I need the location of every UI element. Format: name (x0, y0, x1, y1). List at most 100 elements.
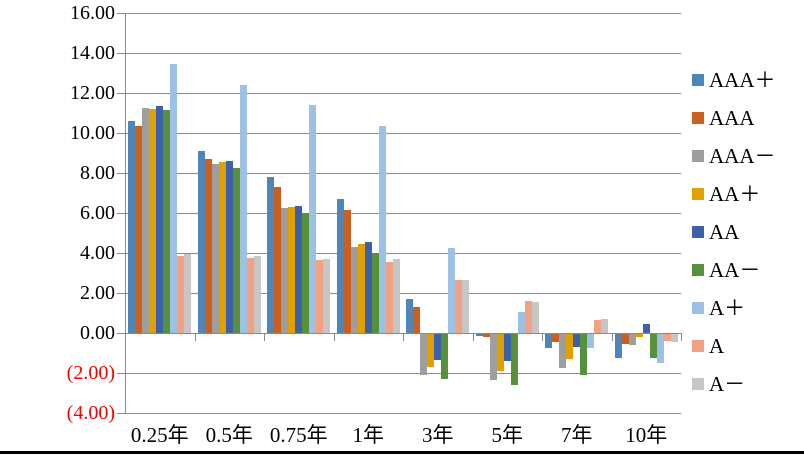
legend-swatch (692, 112, 704, 124)
category-tick (403, 333, 404, 341)
bar (649, 334, 657, 358)
bar (628, 334, 636, 345)
bar (149, 109, 157, 333)
gridline (125, 413, 681, 414)
gridline (125, 293, 681, 294)
bar (580, 334, 588, 375)
bar (218, 162, 226, 333)
category-tick (194, 333, 196, 341)
y-axis-label: 10.00 (70, 122, 115, 144)
bar (462, 280, 470, 333)
y-axis-tick (117, 293, 125, 294)
bar (197, 151, 205, 333)
y-axis-tick (117, 53, 125, 54)
x-axis-label: 7年 (561, 423, 593, 447)
bar (385, 262, 393, 333)
bar (663, 334, 671, 341)
legend-label: AA (709, 220, 740, 244)
y-axis-tick (117, 13, 125, 14)
legend-swatch (692, 340, 704, 352)
bar (475, 334, 483, 336)
legend-label: AAA (709, 106, 755, 130)
bar (482, 334, 490, 337)
bar (448, 248, 456, 333)
bar (601, 319, 609, 333)
bar (635, 334, 643, 337)
bar (253, 256, 261, 333)
bar (621, 334, 629, 344)
bar (614, 334, 622, 358)
bar (204, 159, 212, 333)
bar (239, 85, 247, 333)
x-axis-label: 3年 (422, 423, 454, 447)
bar (274, 187, 282, 333)
legend-label: A (709, 334, 725, 358)
bar (656, 334, 664, 363)
x-axis-label: 0.75年 (269, 423, 328, 447)
legend-swatch (692, 74, 704, 86)
bar (184, 254, 192, 333)
bar (524, 301, 532, 333)
category-tick (542, 333, 543, 341)
category-tick (611, 333, 613, 341)
bar (427, 334, 435, 367)
y-axis-tick (117, 373, 125, 374)
y-axis-label: (2.00) (66, 362, 115, 384)
bar (455, 280, 463, 333)
bar (559, 334, 567, 368)
bar (323, 259, 331, 333)
bar (246, 258, 254, 333)
legend-swatch (692, 302, 704, 314)
legend-item: AAA (692, 106, 755, 130)
bar (128, 121, 136, 333)
category-tick (333, 333, 335, 341)
legend-item: A＋ (692, 296, 745, 320)
y-axis-label: 8.00 (80, 162, 115, 184)
bar (392, 259, 400, 333)
legend-label: AAA＋ (709, 68, 776, 92)
y-axis-tick (117, 253, 125, 254)
bar (420, 334, 428, 375)
legend-label: AA－ (709, 258, 761, 282)
bar (642, 324, 650, 333)
bar (135, 126, 143, 333)
bar (531, 302, 539, 333)
bar (594, 320, 602, 333)
bar (364, 242, 372, 333)
bar (225, 161, 233, 333)
legend-label: AAA－ (709, 144, 776, 168)
bar (357, 244, 365, 333)
gridline (125, 133, 681, 134)
gridline (125, 53, 681, 54)
legend-item: A－ (692, 372, 745, 396)
y-axis-label: 4.00 (80, 242, 115, 264)
bar (211, 164, 219, 333)
category-tick (264, 333, 265, 341)
y-axis-label: 12.00 (70, 82, 115, 104)
y-axis-label: 14.00 (70, 42, 115, 64)
bar (371, 253, 379, 333)
bar (510, 334, 518, 385)
bar (517, 312, 525, 333)
legend-swatch (692, 226, 704, 238)
bar (302, 213, 310, 333)
y-axis-label: 6.00 (80, 202, 115, 224)
bar (378, 126, 386, 333)
bar (316, 260, 324, 333)
bar (434, 334, 442, 360)
x-axis-label: 10年 (625, 423, 668, 447)
gridline (125, 373, 681, 374)
bottom-border-line (0, 451, 804, 454)
bar (288, 207, 296, 333)
bar (343, 210, 351, 333)
bar (413, 307, 421, 333)
gridline (125, 13, 681, 14)
legend-item: AAA－ (692, 144, 776, 168)
bar (156, 106, 164, 333)
bar (170, 64, 178, 333)
bar (232, 168, 240, 333)
legend-item: AA＋ (692, 182, 760, 206)
gridline (125, 253, 681, 254)
legend-swatch (692, 150, 704, 162)
